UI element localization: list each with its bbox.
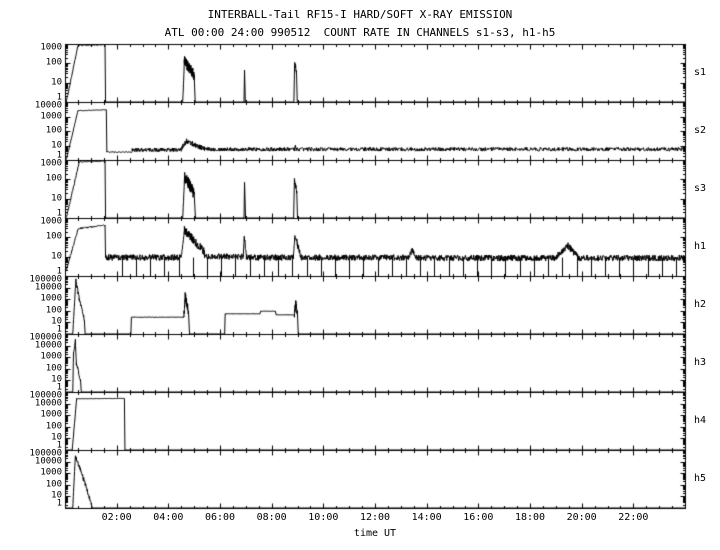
plot-subtitle: ATL 00:00 24:00 990512 COUNT RATE IN CHA…	[164, 26, 556, 39]
plot-title: INTERBALL-Tail RF15-I HARD/SOFT X-RAY EM…	[207, 8, 513, 21]
